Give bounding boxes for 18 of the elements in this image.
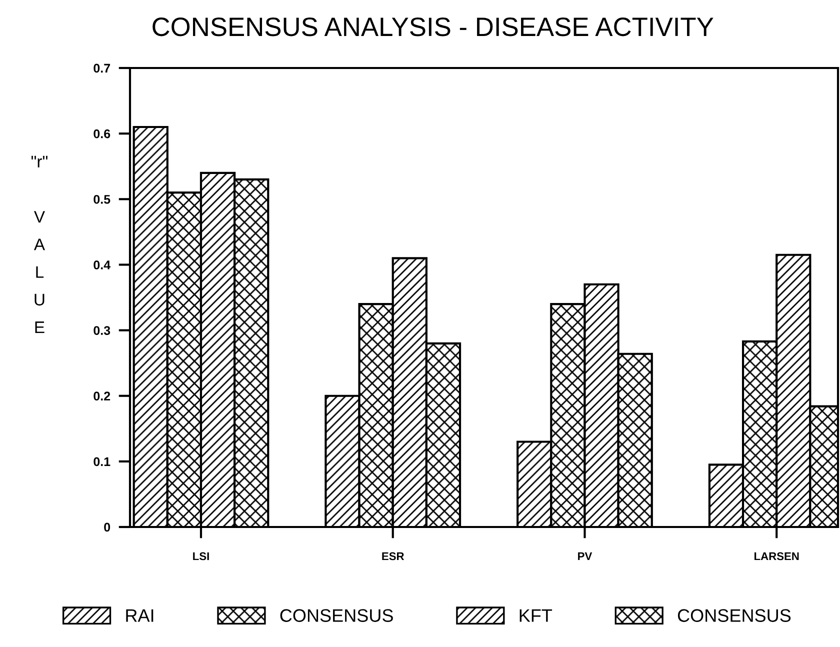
legend-label: CONSENSUS <box>280 609 393 622</box>
y-tick-label: 0.2 <box>94 392 110 401</box>
chart-title: CONSENSUS ANALYSIS - DISEASE ACTIVITY <box>152 18 714 36</box>
x-tick-label: PV <box>578 552 592 560</box>
y-tick-label: 0.4 <box>94 260 110 270</box>
y-tick-label: 0.7 <box>94 64 110 73</box>
legend-label: KFT <box>520 609 552 622</box>
x-tick-label: ESR <box>382 552 404 560</box>
text: "r" V A L U E <box>31 156 48 334</box>
y-tick-label: 0.5 <box>94 194 110 204</box>
legend-label: CONSENSUS <box>678 609 791 622</box>
y-tick-label: 0.3 <box>94 326 110 335</box>
x-tick-label: LARSEN <box>754 552 799 560</box>
y-tick-label: 0.1 <box>94 457 110 466</box>
legend-label: RAI <box>126 609 154 622</box>
y-tick-label: 0.6 <box>94 129 110 138</box>
x-tick-label: LSI <box>193 552 209 560</box>
y-tick-label: 0 <box>104 522 110 532</box>
